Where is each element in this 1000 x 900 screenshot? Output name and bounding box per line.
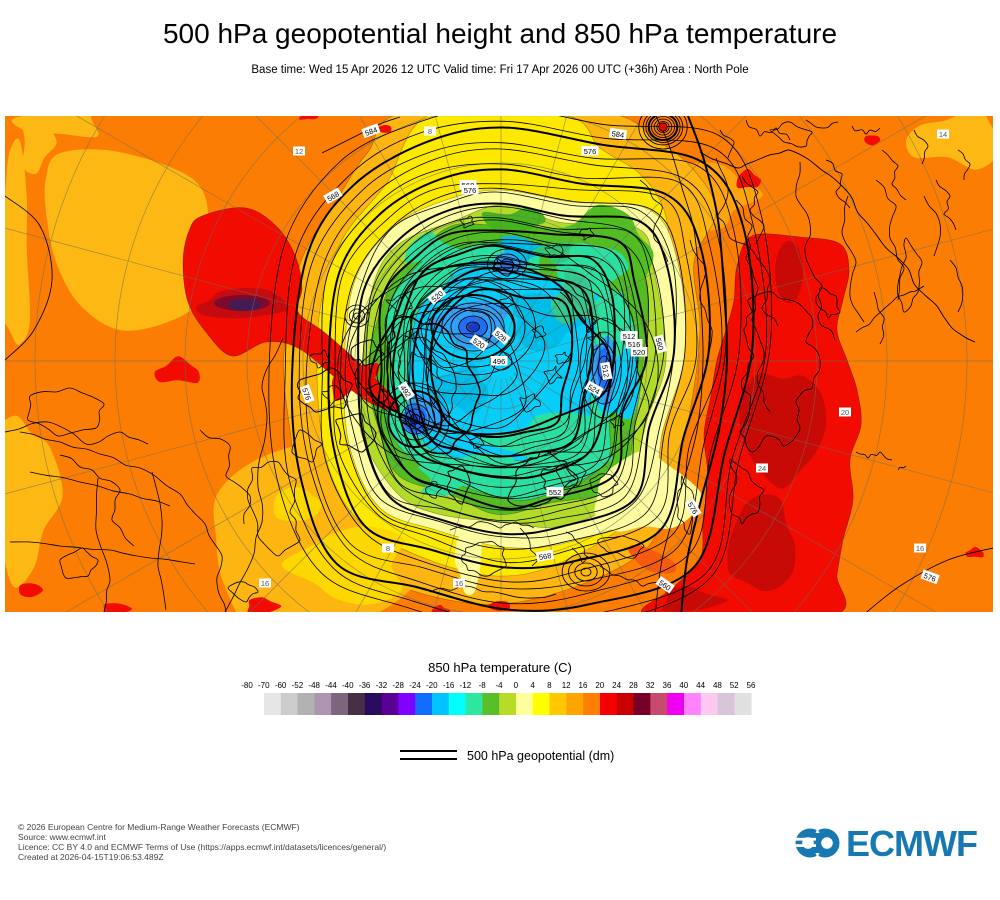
svg-text:16: 16 bbox=[455, 579, 463, 588]
svg-text:36: 36 bbox=[663, 681, 672, 690]
svg-text:-48: -48 bbox=[308, 681, 320, 690]
svg-text:-60: -60 bbox=[275, 681, 287, 690]
svg-text:576: 576 bbox=[464, 186, 477, 195]
svg-text:24: 24 bbox=[758, 464, 766, 473]
svg-text:40: 40 bbox=[679, 681, 688, 690]
svg-text:-32: -32 bbox=[376, 681, 388, 690]
svg-text:584: 584 bbox=[611, 129, 625, 140]
svg-text:-4: -4 bbox=[495, 681, 503, 690]
svg-text:512: 512 bbox=[600, 364, 611, 378]
svg-text:-52: -52 bbox=[292, 681, 304, 690]
svg-text:44: 44 bbox=[696, 681, 705, 690]
svg-text:-36: -36 bbox=[359, 681, 371, 690]
svg-text:8: 8 bbox=[428, 127, 432, 136]
svg-text:512: 512 bbox=[623, 332, 636, 341]
svg-text:24: 24 bbox=[612, 681, 621, 690]
svg-text:520: 520 bbox=[633, 348, 646, 357]
svg-text:16: 16 bbox=[916, 544, 924, 553]
svg-text:14: 14 bbox=[939, 130, 947, 139]
svg-text:56: 56 bbox=[747, 681, 756, 690]
svg-text:-80: -80 bbox=[241, 681, 253, 690]
svg-text:-16: -16 bbox=[443, 681, 455, 690]
svg-text:-20: -20 bbox=[426, 681, 438, 690]
svg-text:496: 496 bbox=[493, 357, 506, 366]
svg-text:ECMWF: ECMWF bbox=[846, 823, 977, 864]
svg-text:500 hPa geopotential (dm): 500 hPa geopotential (dm) bbox=[467, 749, 614, 763]
svg-text:576: 576 bbox=[584, 147, 597, 156]
svg-text:28: 28 bbox=[629, 681, 638, 690]
svg-text:850 hPa temperature (C): 850 hPa temperature (C) bbox=[428, 660, 572, 675]
svg-text:20: 20 bbox=[841, 408, 849, 417]
svg-text:-28: -28 bbox=[392, 681, 404, 690]
svg-text:12: 12 bbox=[562, 681, 571, 690]
svg-text:560: 560 bbox=[654, 337, 666, 351]
svg-text:516: 516 bbox=[628, 340, 641, 349]
svg-text:52: 52 bbox=[730, 681, 739, 690]
svg-text:16: 16 bbox=[579, 681, 588, 690]
svg-text:-8: -8 bbox=[479, 681, 487, 690]
svg-text:8: 8 bbox=[386, 544, 390, 553]
svg-text:584: 584 bbox=[364, 125, 379, 138]
svg-text:576: 576 bbox=[300, 387, 313, 402]
svg-text:-24: -24 bbox=[409, 681, 421, 690]
svg-text:-12: -12 bbox=[460, 681, 472, 690]
svg-text:16: 16 bbox=[261, 579, 269, 588]
svg-text:20: 20 bbox=[595, 681, 604, 690]
svg-text:8: 8 bbox=[547, 681, 552, 690]
svg-text:-70: -70 bbox=[258, 681, 270, 690]
svg-text:-44: -44 bbox=[325, 681, 337, 690]
svg-text:568: 568 bbox=[538, 551, 552, 562]
svg-text:32: 32 bbox=[646, 681, 655, 690]
svg-text:0: 0 bbox=[514, 681, 519, 690]
svg-text:552: 552 bbox=[549, 488, 562, 497]
svg-text:48: 48 bbox=[713, 681, 722, 690]
svg-text:-40: -40 bbox=[342, 681, 354, 690]
svg-text:12: 12 bbox=[295, 147, 303, 156]
svg-text:576: 576 bbox=[922, 571, 937, 584]
svg-text:4: 4 bbox=[530, 681, 535, 690]
